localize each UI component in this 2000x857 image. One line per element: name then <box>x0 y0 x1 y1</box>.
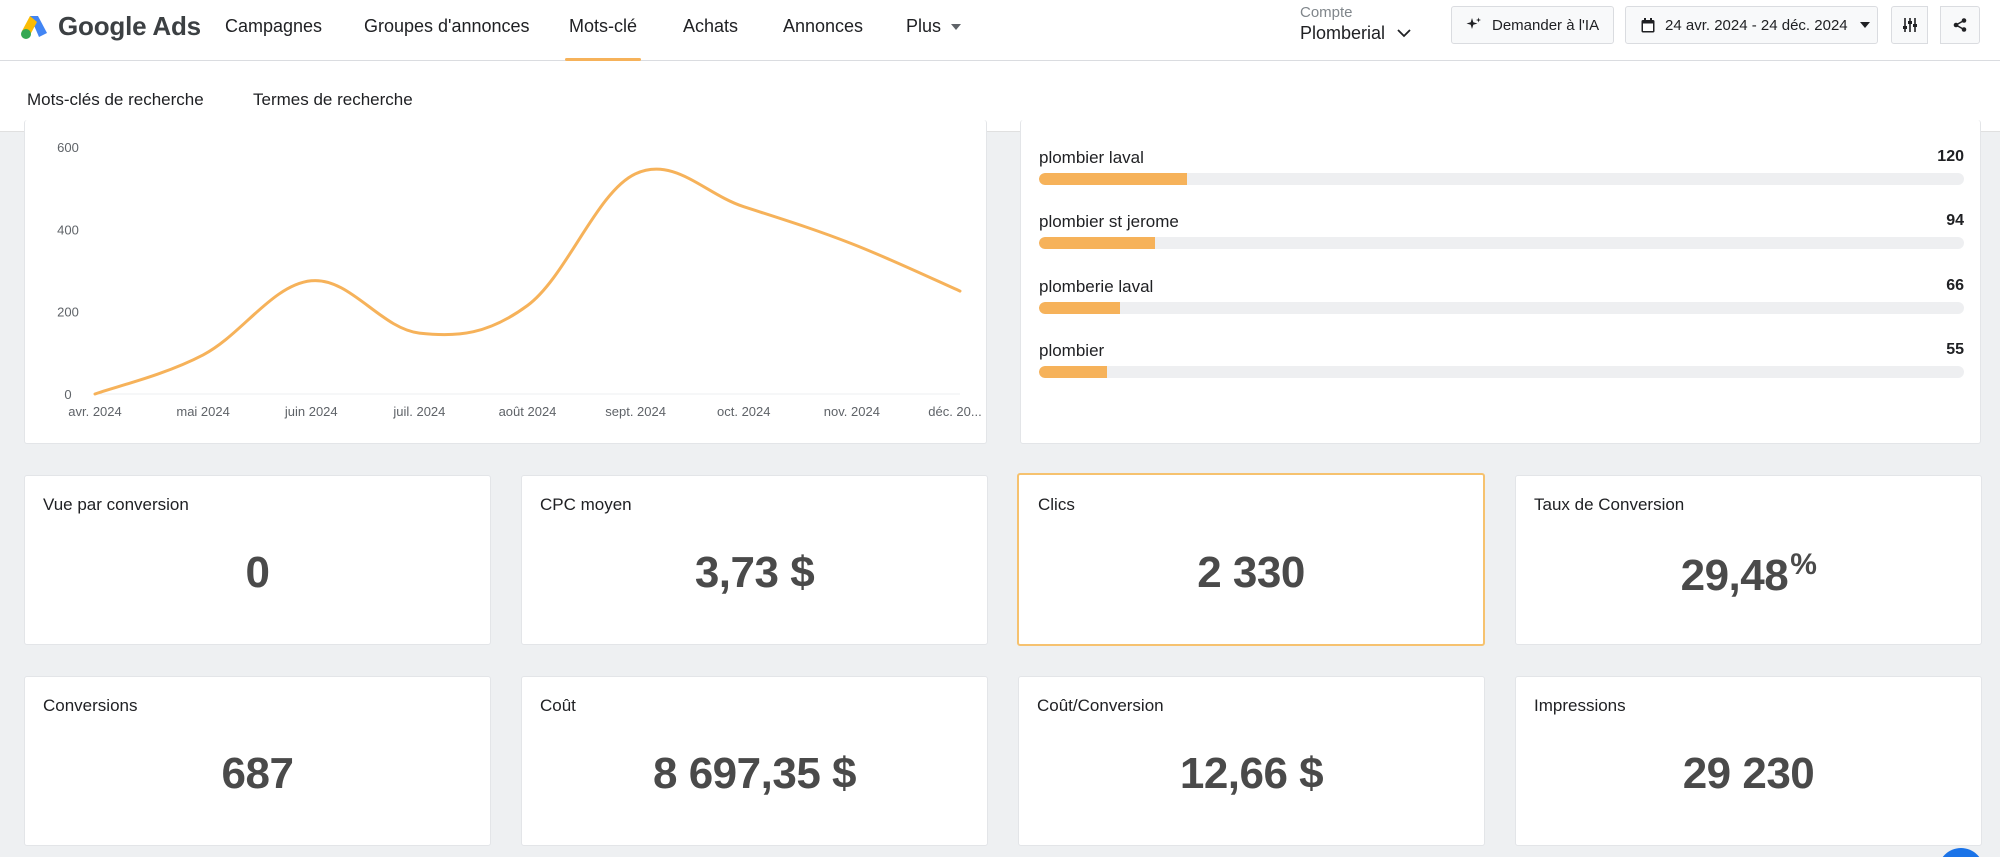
kpi-label: Coût <box>540 696 576 715</box>
series-line <box>93 167 962 396</box>
kpi-label: Taux de Conversion <box>1534 495 1685 514</box>
account-label: Compte <box>1300 4 1353 21</box>
top-bar: Google Ads Campagnes Groupes d'annonces … <box>0 0 2000 61</box>
help-fab[interactable] <box>1938 848 1984 857</box>
account-name: Plomberial <box>1300 23 1386 43</box>
x-tick-label: mai 2024 <box>176 404 229 419</box>
kpi-value: 687 <box>221 749 294 798</box>
x-tick-label: juil. 2024 <box>392 404 445 419</box>
caret-down-icon <box>1859 22 1870 28</box>
y-tick-label: 600 <box>57 140 79 155</box>
kpi-label: Coût/Conversion <box>1037 696 1164 715</box>
kpi-value: 12,66 $ <box>1179 749 1324 798</box>
y-tick-label: 400 <box>57 222 79 237</box>
term-row: plombier 55 <box>1039 341 1964 378</box>
share-icon <box>1953 18 1967 32</box>
sliders-icon <box>1902 18 1917 32</box>
nav-mots-cle[interactable]: Mots-clé <box>564 16 642 61</box>
term-label: plombier st jerome <box>1039 212 1179 231</box>
tab-termes-recherche[interactable]: Termes de recherche <box>248 90 418 132</box>
term-row: plombier laval 120 <box>1039 148 1964 185</box>
term-bar-fill <box>1039 237 1155 249</box>
kpi-value: 8 697,35 $ <box>653 749 856 798</box>
term-bar-track <box>1039 173 1964 185</box>
kpi-value: 29 230 <box>1682 749 1815 798</box>
logo-text: Google Ads <box>58 11 201 41</box>
term-bar-track <box>1039 302 1964 314</box>
line-chart-card: 0 200 400 600 avr. 2024 mai 2024 juin 2024 juil… <box>24 120 987 444</box>
term-row: plomberie laval 66 <box>1039 277 1964 314</box>
share-button[interactable] <box>1940 6 1980 44</box>
kpi-label: Clics <box>1038 495 1075 514</box>
x-tick-label: juin 2024 <box>284 404 338 419</box>
kpi-value: 2 330 <box>1197 548 1305 597</box>
y-tick-label: 0 <box>64 387 71 402</box>
kpi-value: 0 <box>245 548 270 597</box>
nav-plus-label: Plus <box>906 16 942 36</box>
kpi-label: CPC moyen <box>540 495 632 514</box>
kpi-vue-par-conversion[interactable]: Vue par conversion 0 <box>24 475 491 645</box>
chevron-down-icon <box>1397 29 1411 38</box>
kpi-label: Vue par conversion <box>43 495 189 514</box>
x-tick-label: oct. 2024 <box>717 404 771 419</box>
date-range-label: 24 avr. 2024 - 24 déc. 2024 <box>1665 16 1848 34</box>
kpi-unit: % <box>1790 548 1817 581</box>
account-name-row: Plomberial <box>1300 23 1411 44</box>
filter-settings-button[interactable] <box>1891 6 1928 44</box>
term-bar-track <box>1039 237 1964 249</box>
nav-campagnes[interactable]: Campagnes <box>225 16 323 36</box>
x-tick-label: sept. 2024 <box>605 404 666 419</box>
kpi-value-wrap: 29,48% <box>1516 548 1981 601</box>
term-bar-fill <box>1039 173 1187 185</box>
term-bar-fill <box>1039 366 1107 378</box>
kpi-cout[interactable]: Coût 8 697,35 $ <box>521 676 988 846</box>
line-chart: 0 200 400 600 avr. 2024 mai 2024 juin 2024 juil… <box>57 140 982 419</box>
kpi-clics[interactable]: Clics 2 330 <box>1017 473 1485 646</box>
kpi-label: Conversions <box>43 696 138 715</box>
term-label: plomberie laval <box>1039 277 1154 296</box>
x-tick-label: nov. 2024 <box>824 404 880 419</box>
term-bar-track <box>1039 366 1964 378</box>
ask-ai-button[interactable]: Demander à l'IA <box>1451 6 1614 44</box>
ask-ai-label: Demander à l'IA <box>1492 16 1600 34</box>
google-ads-logo-icon <box>21 15 47 39</box>
x-tick-label: avr. 2024 <box>68 404 122 419</box>
term-value: 94 <box>1946 212 1964 229</box>
google-ads-logo[interactable]: Google Ads <box>20 11 201 42</box>
term-row: plombier st jerome 94 <box>1039 212 1964 249</box>
date-range-button[interactable]: 24 avr. 2024 - 24 déc. 2024 <box>1625 6 1878 44</box>
term-value: 55 <box>1946 341 1964 358</box>
nav-annonces[interactable]: Annonces <box>783 16 864 36</box>
nav-groupes-annonces[interactable]: Groupes d'annonces <box>364 16 530 36</box>
kpi-conversions[interactable]: Conversions 687 <box>24 676 491 846</box>
term-label: plombier <box>1039 341 1105 360</box>
caret-down-icon <box>951 24 962 31</box>
nav-achats[interactable]: Achats <box>683 16 739 36</box>
top-terms-card: plombier laval 120 plombier st jerome 94… <box>1020 120 1981 444</box>
sparkle-icon <box>1466 17 1481 29</box>
nav-plus[interactable]: Plus <box>906 16 962 37</box>
kpi-taux-conversion[interactable]: Taux de Conversion 29,48% <box>1515 475 1982 645</box>
kpi-impressions[interactable]: Impressions 29 230 <box>1515 676 1982 846</box>
kpi-cpc-moyen[interactable]: CPC moyen 3,73 $ <box>521 475 988 645</box>
term-bar-fill <box>1039 302 1121 314</box>
account-selector[interactable]: Compte Plomberial <box>1300 4 1411 44</box>
tab-mots-cles-recherche[interactable]: Mots-clés de recherche <box>27 90 204 109</box>
term-value: 66 <box>1946 277 1964 294</box>
term-value: 120 <box>1937 148 1964 165</box>
y-tick-label: 200 <box>57 305 79 320</box>
kpi-value: 3,73 $ <box>694 548 815 597</box>
kpi-value: 29,48 <box>1680 551 1789 600</box>
kpi-cout-conversion[interactable]: Coût/Conversion 12,66 $ <box>1018 676 1485 846</box>
term-label: plombier laval <box>1039 148 1144 167</box>
x-tick-label: déc. 20... <box>928 404 981 419</box>
x-tick-label: août 2024 <box>499 404 557 419</box>
kpi-label: Impressions <box>1534 696 1626 715</box>
calendar-icon <box>1641 17 1655 32</box>
